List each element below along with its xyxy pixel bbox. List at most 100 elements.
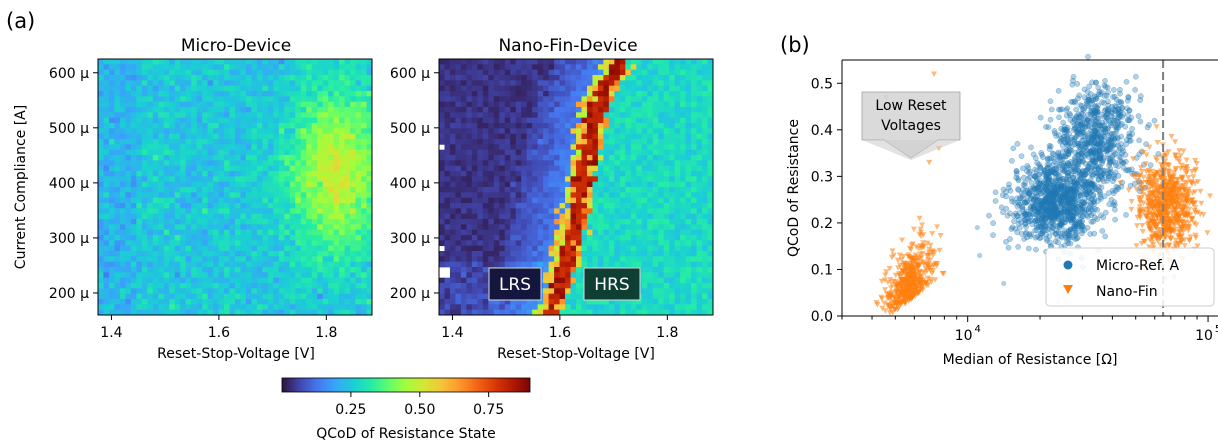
heatmap-cell bbox=[278, 107, 285, 113]
heatmap-cell bbox=[185, 128, 192, 135]
heatmap-cell bbox=[163, 197, 170, 204]
heatmap-cell bbox=[295, 219, 302, 225]
heatmap-cell bbox=[537, 85, 544, 92]
heatmap-cell bbox=[108, 213, 115, 220]
heatmap-cell bbox=[466, 213, 473, 220]
heatmap-cell bbox=[344, 123, 351, 129]
heatmap-cell bbox=[554, 171, 560, 177]
heatmap-cell bbox=[185, 235, 192, 241]
heatmap-cell bbox=[691, 187, 697, 193]
heatmap-cell bbox=[455, 277, 462, 284]
heatmap-cell bbox=[306, 261, 313, 268]
heatmap-cell bbox=[691, 267, 697, 273]
heatmap-cell bbox=[680, 107, 686, 113]
heatmap-cell bbox=[289, 213, 296, 220]
heatmap-cell bbox=[98, 107, 104, 113]
heatmap-cell bbox=[152, 283, 159, 289]
heatmap-cell bbox=[625, 235, 632, 241]
heatmap-cell bbox=[455, 96, 462, 103]
heatmap-cell bbox=[333, 123, 340, 129]
heatmap-cell bbox=[625, 192, 632, 199]
heatmap-cell bbox=[674, 219, 681, 225]
heatmap-cell bbox=[289, 171, 296, 177]
scatter-points bbox=[873, 53, 1213, 316]
heatmap-cell bbox=[663, 267, 670, 273]
heatmap-cell bbox=[444, 283, 451, 289]
heatmap-cell bbox=[163, 139, 170, 145]
heatmap-cell bbox=[543, 219, 549, 225]
heatmap-cell bbox=[350, 224, 356, 231]
heatmap-cell bbox=[317, 117, 324, 124]
heatmap-cell bbox=[361, 309, 367, 316]
heatmap-cell bbox=[114, 304, 121, 311]
heatmap-cell bbox=[366, 219, 373, 225]
heatmap-cell bbox=[625, 197, 632, 204]
heatmap-cell bbox=[449, 165, 456, 172]
heatmap-cell bbox=[262, 309, 269, 316]
heatmap-cell bbox=[235, 187, 241, 193]
heatmap-cell bbox=[108, 165, 115, 172]
heatmap-cell bbox=[339, 293, 345, 300]
heatmap-cell bbox=[141, 277, 148, 284]
heatmap-cell bbox=[306, 64, 313, 71]
heatmap-cell bbox=[499, 96, 506, 103]
heatmap-cell bbox=[614, 59, 621, 65]
heatmap-cell bbox=[350, 165, 356, 172]
heatmap-cell bbox=[526, 112, 533, 119]
heatmap-cell bbox=[251, 69, 258, 76]
heatmap-cell bbox=[532, 69, 539, 76]
heatmap-cell bbox=[449, 224, 456, 231]
heatmap-cell bbox=[147, 85, 154, 92]
heatmap-cell bbox=[532, 75, 539, 81]
heatmap-cell bbox=[235, 219, 241, 225]
heatmap-cell bbox=[317, 245, 324, 252]
heatmap-cell bbox=[350, 91, 356, 97]
heatmap-cell bbox=[152, 101, 159, 108]
heatmap-cell bbox=[328, 75, 335, 81]
heatmap-cell bbox=[636, 235, 643, 241]
heatmap-cell bbox=[581, 304, 588, 311]
heatmap-cell bbox=[114, 299, 121, 305]
heatmap-cell bbox=[504, 123, 511, 129]
heatmap-cell bbox=[311, 75, 318, 81]
heatmap-cell bbox=[245, 128, 252, 135]
heatmap-cell bbox=[339, 267, 345, 273]
heatmap-cell bbox=[114, 80, 121, 87]
heatmap-cell bbox=[98, 181, 104, 188]
heatmap-cell bbox=[510, 299, 517, 305]
heatmap-cell bbox=[636, 123, 643, 129]
heatmap-cell bbox=[603, 203, 610, 209]
heatmap-cell bbox=[597, 213, 604, 220]
heatmap-cell bbox=[510, 80, 517, 87]
heatmap-cell bbox=[641, 256, 648, 263]
heatmap-cell bbox=[510, 187, 517, 193]
heatmap-cell bbox=[669, 288, 676, 295]
heatmap-cell bbox=[608, 245, 615, 252]
heatmap-cell bbox=[103, 235, 110, 241]
heatmap-cell bbox=[565, 144, 571, 151]
scatter-point-micro bbox=[1007, 236, 1013, 242]
heatmap-cell bbox=[581, 309, 588, 316]
heatmap-cell bbox=[466, 293, 473, 300]
heatmap-cell bbox=[630, 256, 637, 263]
heatmap-cell bbox=[625, 219, 632, 225]
heatmap-cell bbox=[658, 165, 665, 172]
heatmap-cell bbox=[691, 203, 697, 209]
heatmap-cell bbox=[103, 69, 110, 76]
heatmap-cell bbox=[333, 235, 340, 241]
heatmap-cell bbox=[707, 256, 714, 263]
heatmap-cell bbox=[163, 299, 170, 305]
heatmap-cell bbox=[251, 224, 258, 231]
heatmap-cell bbox=[482, 261, 489, 268]
heatmap-cell bbox=[350, 160, 356, 167]
heatmap-cell bbox=[641, 101, 648, 108]
heatmap-cell bbox=[295, 224, 302, 231]
y-tick-label: 200 μ bbox=[49, 286, 89, 302]
heatmap-cell bbox=[147, 160, 154, 167]
heatmap-cell bbox=[130, 139, 137, 145]
heatmap-cell bbox=[284, 208, 291, 215]
heatmap-cell bbox=[460, 261, 467, 268]
heatmap-cell bbox=[361, 64, 367, 71]
heatmap-cell bbox=[103, 256, 110, 263]
heatmap-cell bbox=[311, 91, 318, 97]
